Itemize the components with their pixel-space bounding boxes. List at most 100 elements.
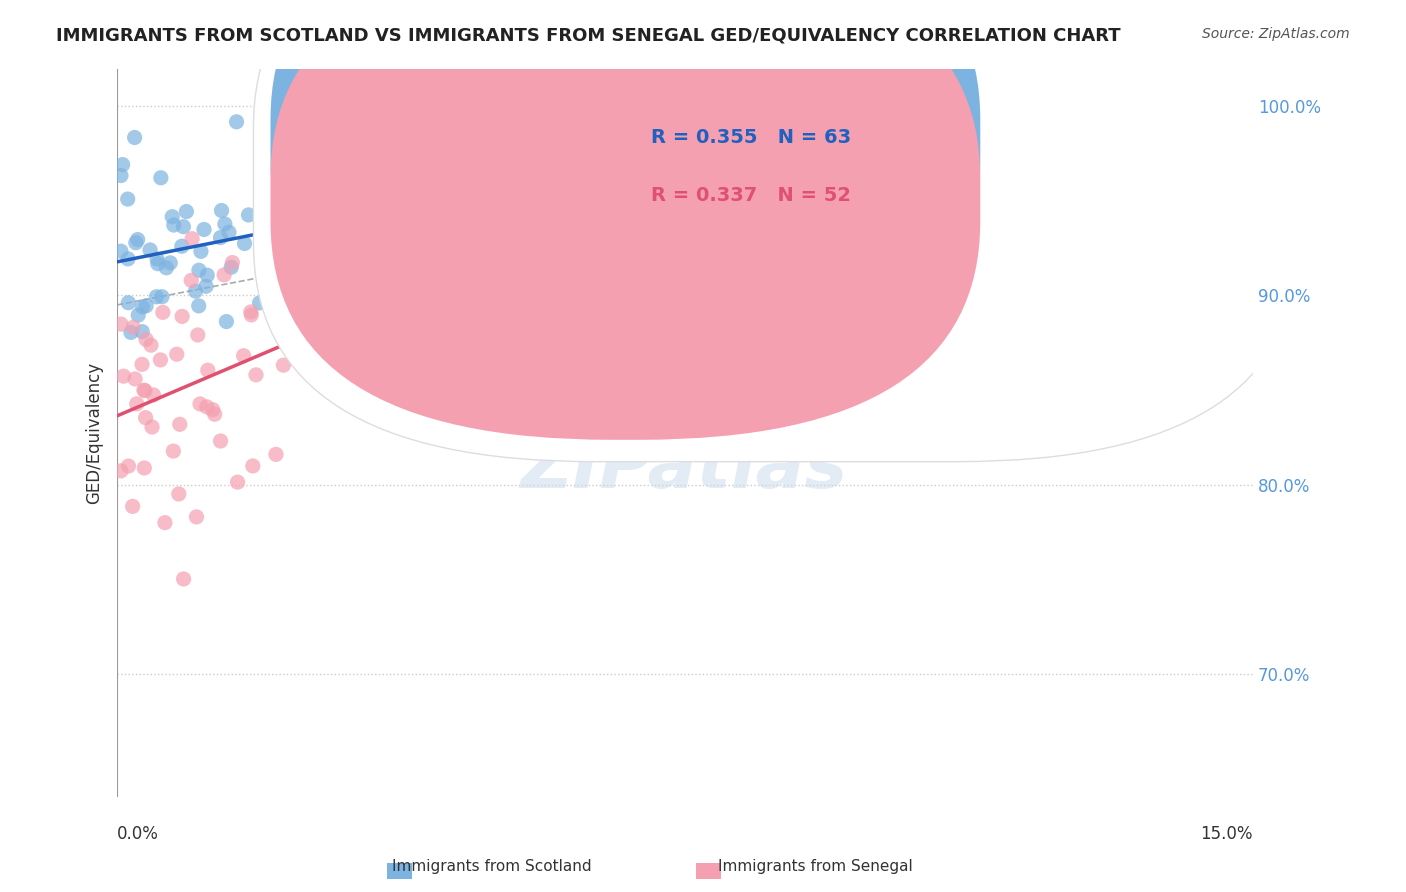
Immigrants from Scotland	[187, 299, 209, 313]
Immigrants from Scotland	[124, 130, 146, 145]
Immigrants from Scotland	[605, 166, 627, 180]
Immigrants from Senegal	[186, 510, 208, 524]
Immigrants from Scotland	[266, 211, 288, 226]
Text: Immigrants from Scotland: Immigrants from Scotland	[392, 859, 592, 874]
Immigrants from Senegal	[169, 417, 191, 432]
Text: IMMIGRANTS FROM SCOTLAND VS IMMIGRANTS FROM SENEGAL GED/EQUIVALENCY CORRELATION : IMMIGRANTS FROM SCOTLAND VS IMMIGRANTS F…	[56, 27, 1121, 45]
Immigrants from Scotland	[389, 190, 412, 204]
Immigrants from Senegal	[314, 285, 336, 299]
Immigrants from Scotland	[145, 290, 167, 304]
Immigrants from Senegal	[212, 268, 235, 282]
Immigrants from Scotland	[146, 252, 169, 266]
Immigrants from Senegal	[283, 245, 305, 260]
Text: 15.0%: 15.0%	[1201, 825, 1253, 843]
Immigrants from Scotland	[219, 260, 242, 275]
Immigrants from Senegal	[166, 347, 188, 361]
Immigrants from Scotland	[117, 295, 139, 310]
Immigrants from Scotland	[214, 217, 236, 231]
Immigrants from Senegal	[245, 368, 267, 382]
Immigrants from Senegal	[201, 402, 224, 417]
Immigrants from Scotland	[110, 244, 132, 259]
Text: Immigrants from Senegal: Immigrants from Senegal	[718, 859, 912, 874]
Immigrants from Senegal	[110, 464, 132, 478]
Immigrants from Scotland	[172, 219, 194, 234]
Immigrants from Senegal	[149, 352, 172, 367]
Immigrants from Scotland	[139, 243, 162, 257]
Immigrants from Scotland	[209, 230, 232, 244]
Immigrants from Senegal	[167, 487, 190, 501]
Immigrants from Scotland	[454, 180, 477, 194]
Immigrants from Scotland	[111, 158, 134, 172]
Immigrants from Senegal	[187, 328, 209, 343]
Immigrants from Senegal	[135, 332, 157, 346]
Text: R = 0.355   N = 63: R = 0.355 N = 63	[651, 128, 851, 147]
Text: Source: ZipAtlas.com: Source: ZipAtlas.com	[1202, 27, 1350, 41]
Immigrants from Senegal	[209, 434, 232, 448]
Immigrants from Senegal	[240, 308, 263, 322]
Immigrants from Senegal	[134, 384, 156, 398]
Immigrants from Senegal	[188, 397, 211, 411]
Immigrants from Scotland	[120, 326, 142, 340]
Immigrants from Scotland	[215, 314, 238, 328]
FancyBboxPatch shape	[253, 0, 1298, 462]
Immigrants from Scotland	[434, 207, 457, 221]
Immigrants from Senegal	[260, 250, 283, 264]
Immigrants from Scotland	[149, 170, 172, 185]
Immigrants from Scotland	[195, 279, 218, 293]
Immigrants from Scotland	[127, 308, 149, 322]
Immigrants from Senegal	[152, 305, 174, 319]
Immigrants from Senegal	[239, 305, 262, 319]
Immigrants from Scotland	[305, 233, 328, 247]
Immigrants from Senegal	[135, 410, 157, 425]
Immigrants from Senegal	[204, 407, 226, 421]
Immigrants from Scotland	[326, 241, 349, 255]
Text: R = 0.337   N = 52: R = 0.337 N = 52	[651, 186, 851, 205]
Immigrants from Scotland	[225, 115, 247, 129]
Immigrants from Scotland	[291, 154, 314, 169]
Immigrants from Senegal	[273, 358, 295, 372]
Text: ZIPatlas: ZIPatlas	[522, 434, 849, 503]
Immigrants from Scotland	[117, 192, 139, 206]
Immigrants from Scotland	[125, 235, 148, 250]
Immigrants from Senegal	[134, 461, 156, 475]
Immigrants from Scotland	[176, 204, 198, 219]
Immigrants from Senegal	[117, 458, 139, 473]
Immigrants from Scotland	[269, 254, 291, 268]
Immigrants from Scotland	[135, 299, 157, 313]
Immigrants from Senegal	[141, 420, 163, 434]
Immigrants from Senegal	[121, 500, 143, 514]
Immigrants from Scotland	[187, 263, 209, 277]
Immigrants from Senegal	[226, 475, 249, 490]
Immigrants from Scotland	[218, 225, 240, 239]
Immigrants from Scotland	[211, 203, 233, 218]
Immigrants from Scotland	[159, 256, 181, 270]
Immigrants from Senegal	[221, 255, 243, 269]
Immigrants from Scotland	[117, 252, 139, 266]
Immigrants from Scotland	[146, 257, 169, 271]
Immigrants from Scotland	[195, 268, 218, 283]
Immigrants from Senegal	[172, 310, 194, 324]
Immigrants from Scotland	[301, 285, 323, 300]
Immigrants from Scotland	[297, 108, 319, 122]
Immigrants from Senegal	[242, 458, 264, 473]
Immigrants from Senegal	[162, 444, 184, 458]
Immigrants from Scotland	[350, 137, 373, 152]
Immigrants from Senegal	[132, 383, 155, 397]
Immigrants from Scotland	[131, 300, 153, 314]
Immigrants from Scotland	[274, 244, 297, 259]
Immigrants from Senegal	[142, 388, 165, 402]
Immigrants from Scotland	[127, 233, 149, 247]
Immigrants from Scotland	[238, 208, 260, 222]
Immigrants from Senegal	[122, 320, 145, 334]
Immigrants from Scotland	[155, 260, 177, 275]
Immigrants from Senegal	[173, 572, 195, 586]
Immigrants from Scotland	[163, 218, 186, 232]
Immigrants from Senegal	[131, 357, 153, 371]
Immigrants from Scotland	[263, 235, 285, 249]
Immigrants from Scotland	[160, 210, 183, 224]
Immigrants from Scotland	[307, 193, 329, 207]
Immigrants from Scotland	[131, 325, 153, 339]
Immigrants from Scotland	[193, 222, 215, 236]
Immigrants from Senegal	[125, 397, 148, 411]
Immigrants from Senegal	[264, 447, 287, 461]
